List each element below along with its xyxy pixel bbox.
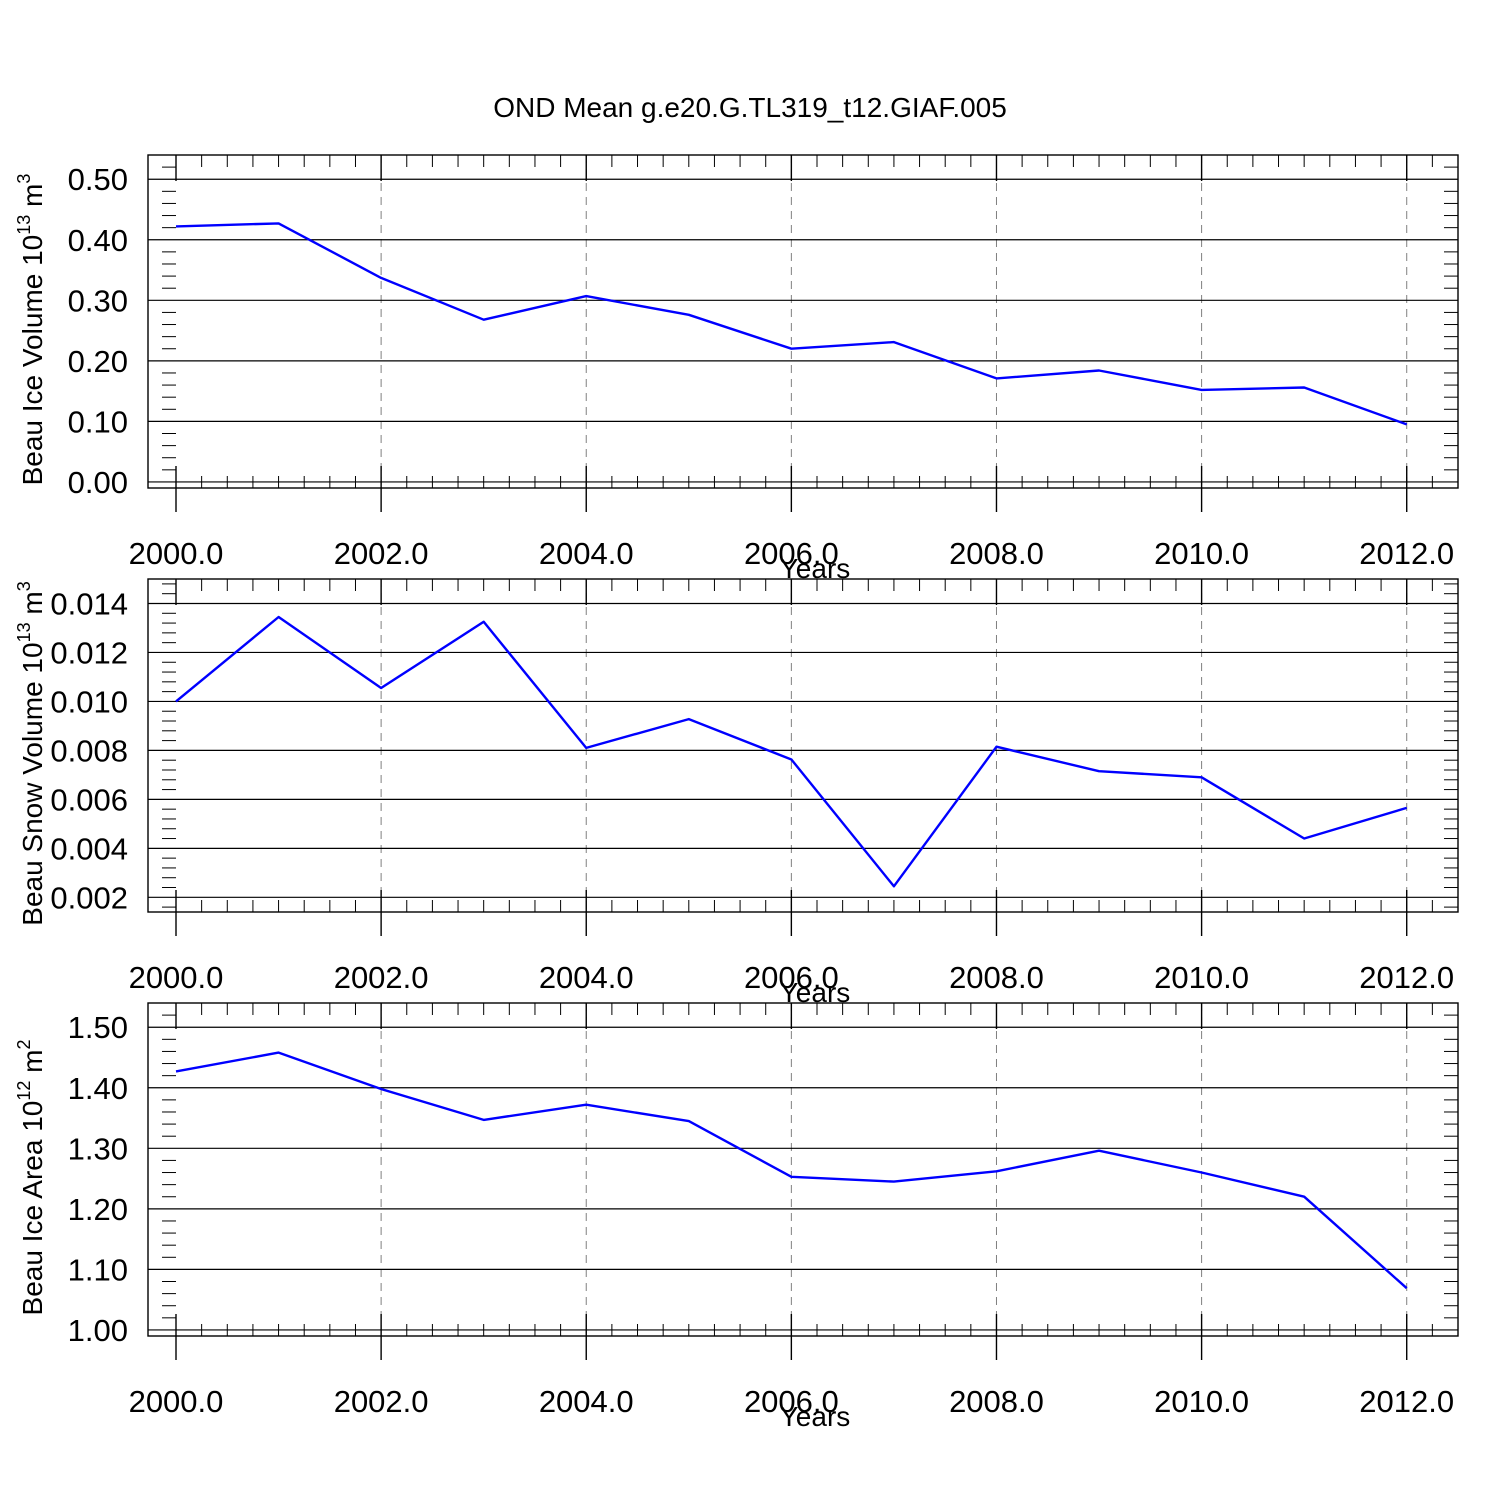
x-tick-label: 2008.0: [949, 536, 1044, 571]
x-tick-label: 2006.0: [744, 960, 839, 995]
x-tick-label: 2004.0: [539, 960, 634, 995]
y-axis-title-unit: m: [17, 1050, 48, 1081]
y-tick-label: 0.20: [68, 344, 128, 379]
y-tick-label: 0.006: [50, 782, 128, 817]
series-line: [175, 1051, 1408, 1290]
y-tick-label: 1.10: [68, 1252, 128, 1287]
figure-title: OND Mean g.e20.G.TL319_t12.GIAF.005: [493, 92, 1007, 123]
y-axis-title-unit: m: [17, 184, 48, 215]
y-tick-label: 0.014: [50, 586, 128, 621]
y-axis-title-unit-exponent: 2: [14, 1040, 34, 1050]
x-tick-label: 2006.0: [744, 536, 839, 571]
y-tick-label: 0.40: [68, 223, 128, 258]
y-tick-label: 0.50: [68, 162, 128, 197]
chart-panel-1: 2000.0 2002.0 2004.0 2006.0 2008.0 2010.0 2012…: [14, 154, 1459, 584]
x-tick-label: 2012.0: [1359, 1384, 1454, 1419]
panels: 2000.0 2002.0 2004.0 2006.0 2008.0 2010.0 2012…: [14, 154, 1459, 1432]
plot-frame: [147, 578, 1459, 913]
plot-frame: [147, 154, 1459, 489]
x-tick-label: 2000.0: [129, 536, 224, 571]
x-tick-label: 2010.0: [1154, 536, 1249, 571]
series-line: [175, 222, 1408, 426]
y-axis-title-main: Beau Snow Volume 10: [17, 642, 48, 925]
y-tick-label: 0.002: [50, 880, 128, 915]
x-axis-title: Years: [780, 1401, 851, 1432]
y-axis-title-unit-exponent: 3: [14, 174, 34, 184]
x-tick-label: 2010.0: [1154, 1384, 1249, 1419]
y-tick-label: 0.30: [68, 283, 128, 318]
y-axis-title-main: Beau Ice Area 10: [17, 1101, 48, 1316]
x-tick-label: 2002.0: [334, 960, 429, 995]
plot-frame: [147, 1002, 1459, 1337]
y-axis-title: Beau Ice Area 1012 m2: [14, 1040, 48, 1316]
y-axis-title: Beau Snow Volume 1013 m3: [14, 581, 48, 925]
x-tick-label: 2004.0: [539, 1384, 634, 1419]
x-tick-label: 2012.0: [1359, 536, 1454, 571]
y-axis-title-exponent: 13: [14, 215, 34, 235]
y-axis-title-unit: m: [17, 591, 48, 622]
y-tick-label: 0.010: [50, 684, 128, 719]
y-tick-label: 1.00: [68, 1313, 128, 1348]
chart-panel-3: 2000.0 2002.0 2004.0 2006.0 2008.0 2010.0 2012…: [14, 1002, 1459, 1432]
y-tick-label: 0.00: [68, 465, 128, 500]
y-tick-label: 1.40: [68, 1071, 128, 1106]
chart-panel-2: 2000.0 2002.0 2004.0 2006.0 2008.0 2010.0 2012…: [14, 578, 1459, 1008]
x-tick-label: 2000.0: [129, 1384, 224, 1419]
y-axis-title-exponent: 13: [14, 622, 34, 642]
y-axis-title-exponent: 12: [14, 1081, 34, 1101]
x-tick-label: 2010.0: [1154, 960, 1249, 995]
y-axis-title-main: Beau Ice Volume 10: [17, 235, 48, 486]
y-tick-label: 0.008: [50, 733, 128, 768]
x-tick-label: 2006.0: [744, 1384, 839, 1419]
y-tick-label: 1.30: [68, 1131, 128, 1166]
y-tick-label: 0.10: [68, 404, 128, 439]
y-tick-label: 0.012: [50, 635, 128, 670]
x-tick-label: 2002.0: [334, 1384, 429, 1419]
y-tick-label: 1.20: [68, 1192, 128, 1227]
y-axis-title-unit-exponent: 3: [14, 581, 34, 591]
series-line: [175, 615, 1408, 888]
x-tick-label: 2000.0: [129, 960, 224, 995]
y-tick-label: 1.50: [68, 1010, 128, 1045]
x-tick-label: 2002.0: [334, 536, 429, 571]
x-tick-label: 2004.0: [539, 536, 634, 571]
x-tick-label: 2012.0: [1359, 960, 1454, 995]
y-tick-label: 0.004: [50, 831, 128, 866]
x-tick-label: 2008.0: [949, 1384, 1044, 1419]
x-tick-label: 2008.0: [949, 960, 1044, 995]
y-axis-title: Beau Ice Volume 1013 m3: [14, 174, 48, 486]
